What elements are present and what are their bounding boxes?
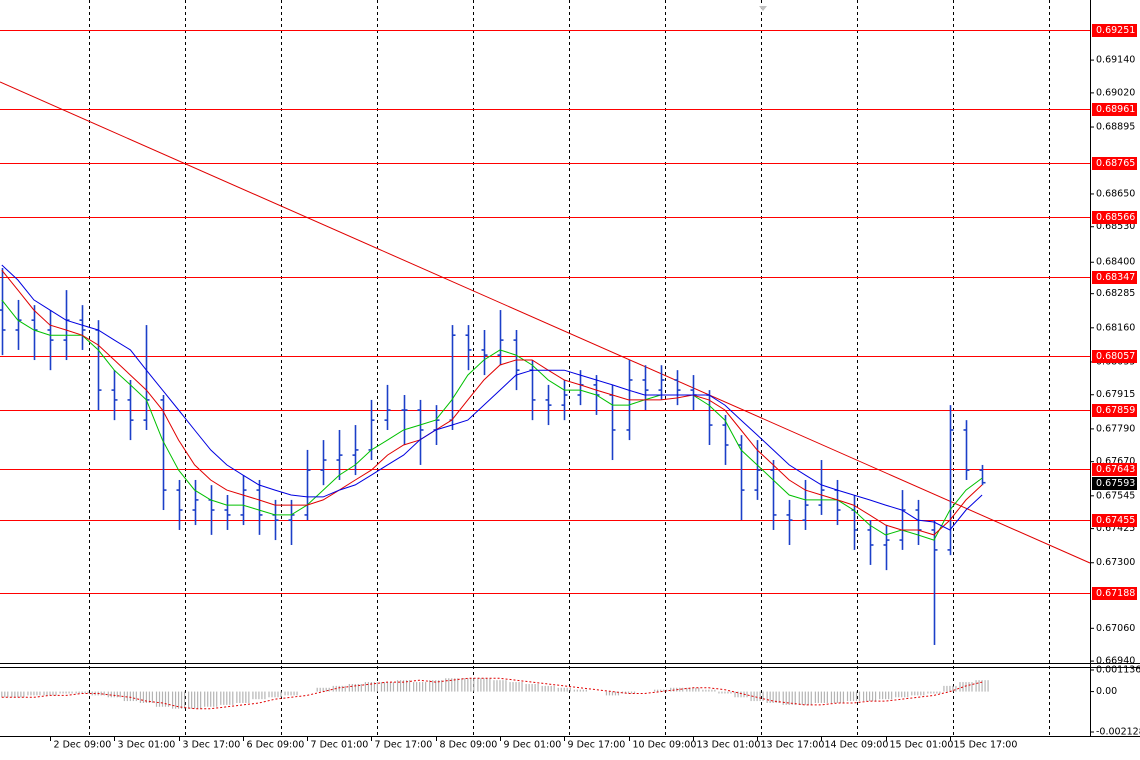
level-label: 0.68961	[1096, 104, 1135, 115]
y-tick-label: 0.69140	[1096, 55, 1135, 66]
level-label: 0.67188	[1096, 588, 1135, 599]
x-tick-label: 13 Dec 01:00	[697, 740, 761, 751]
x-tick-label: 9 Dec 01:00	[504, 740, 562, 751]
x-tick-label: 9 Dec 17:00	[568, 740, 626, 751]
x-tick-label: 13 Dec 17:00	[761, 740, 825, 751]
level-label: 0.68566	[1096, 212, 1135, 223]
x-tick-label: 2 Dec 09:00	[54, 740, 112, 751]
y2-tick-label: 0.001136	[1096, 665, 1140, 676]
y-tick-label: 0.67790	[1096, 423, 1135, 434]
level-label: 0.69251	[1096, 25, 1135, 36]
y-tick-label: 0.68650	[1096, 188, 1135, 199]
y-tick-label: 0.68400	[1096, 257, 1135, 268]
last-price-label: 0.67593	[1096, 478, 1135, 489]
level-label: 0.68347	[1096, 272, 1135, 283]
x-tick-label: 8 Dec 09:00	[440, 740, 498, 751]
y-tick-label: 0.67915	[1096, 389, 1135, 400]
y-tick-label: 0.68160	[1096, 322, 1135, 333]
x-tick-label: 14 Dec 09:00	[825, 740, 889, 751]
y-tick-label: 0.68895	[1096, 122, 1135, 133]
y-tick-label: 0.69020	[1096, 87, 1135, 98]
x-tick-label: 3 Dec 01:00	[118, 740, 176, 751]
y-tick-label: 0.67300	[1096, 557, 1135, 568]
x-tick-label: 7 Dec 01:00	[311, 740, 369, 751]
x-tick-label: 3 Dec 17:00	[183, 740, 241, 751]
level-label: 0.67643	[1096, 464, 1135, 475]
y-tick-label: 0.67060	[1096, 623, 1135, 634]
y2-tick-label: 0.00	[1096, 686, 1117, 697]
level-label: 0.67455	[1096, 515, 1135, 526]
x-tick-label: 6 Dec 09:00	[247, 740, 305, 751]
y-tick-label: 0.67545	[1096, 490, 1135, 501]
x-tick-label: 10 Dec 09:00	[633, 740, 697, 751]
level-label: 0.68765	[1096, 158, 1135, 169]
x-tick-label: 7 Dec 17:00	[375, 740, 433, 751]
x-tick-label: 15 Dec 01:00	[890, 740, 954, 751]
y-tick-label: 0.68285	[1096, 288, 1135, 299]
level-label: 0.67859	[1096, 405, 1135, 416]
x-tick-label: 15 Dec 17:00	[954, 740, 1018, 751]
level-label: 0.68057	[1096, 351, 1135, 362]
y2-tick-label: -0.002128	[1096, 727, 1140, 738]
